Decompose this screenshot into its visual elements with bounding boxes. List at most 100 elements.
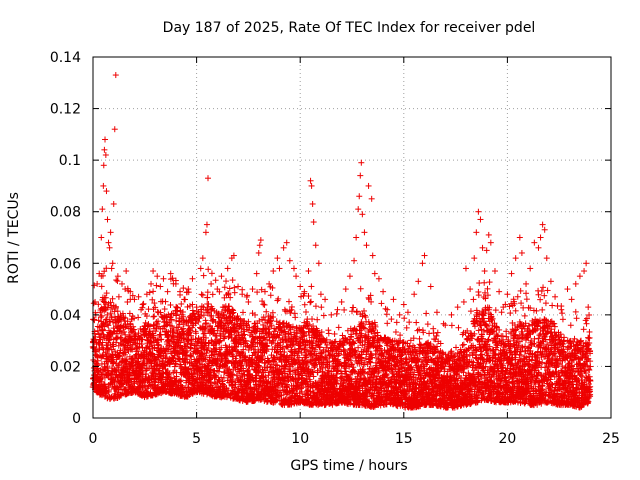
- data-point: [102, 316, 109, 323]
- data-point: [99, 272, 106, 279]
- data-point: [333, 310, 340, 317]
- data-point: [393, 319, 400, 326]
- data-point: [406, 319, 413, 326]
- data-point: [113, 277, 120, 284]
- data-point: [99, 339, 106, 346]
- data-point: [335, 324, 342, 331]
- data-point: [325, 330, 332, 337]
- data-point: [167, 301, 174, 308]
- data-point: [127, 320, 134, 327]
- data-point: [205, 301, 212, 308]
- data-point: [162, 298, 169, 305]
- data-point: [357, 285, 364, 292]
- data-point: [416, 335, 423, 342]
- data-point: [104, 321, 111, 328]
- data-point: [121, 328, 128, 335]
- data-point: [200, 272, 207, 279]
- data-point: [401, 315, 408, 322]
- data-point: [205, 266, 212, 273]
- data-point: [331, 330, 338, 337]
- data-point: [108, 346, 115, 353]
- data-point: [314, 316, 321, 323]
- data-point: [303, 308, 310, 315]
- data-point: [119, 381, 126, 388]
- data-point: [122, 314, 129, 321]
- data-point: [413, 319, 420, 326]
- data-point: [260, 301, 267, 308]
- data-point: [221, 284, 228, 291]
- data-point: [150, 288, 157, 295]
- data-point: [312, 303, 319, 310]
- data-point: [129, 292, 136, 299]
- data-point: [318, 304, 325, 311]
- data-point: [308, 283, 315, 290]
- data-point: [378, 300, 385, 307]
- data-point: [341, 306, 348, 313]
- data-point: [208, 270, 215, 277]
- data-point: [223, 278, 230, 285]
- data-point: [309, 316, 316, 323]
- data-point: [94, 357, 101, 364]
- data-point: [91, 282, 98, 289]
- data-point: [116, 353, 123, 360]
- data-point: [140, 300, 147, 307]
- data-point: [392, 329, 399, 336]
- data-point: [350, 304, 357, 311]
- data-point: [150, 313, 157, 320]
- data-point: [189, 307, 196, 314]
- data-point: [114, 308, 121, 315]
- data-point: [320, 312, 327, 319]
- data-point: [124, 298, 131, 305]
- data-point: [129, 346, 136, 353]
- data-point: [102, 294, 109, 301]
- data-point: [95, 301, 102, 308]
- data-point: [95, 317, 102, 324]
- data-point: [102, 305, 109, 312]
- data-point: [109, 295, 116, 302]
- data-point: [97, 375, 104, 382]
- data-point: [104, 311, 111, 318]
- data-point: [117, 334, 124, 341]
- data-point: [151, 313, 158, 320]
- data-point: [105, 387, 112, 394]
- data-point: [131, 315, 138, 322]
- data-point: [244, 292, 251, 299]
- data-point: [286, 298, 293, 305]
- data-point: [104, 363, 111, 370]
- data-point: [173, 303, 180, 310]
- data-point: [98, 312, 105, 319]
- data-point: [112, 303, 119, 310]
- data-point: [198, 303, 205, 310]
- data-point: [301, 301, 308, 308]
- data-point: [397, 332, 404, 339]
- data-point: [126, 342, 133, 349]
- data-point: [110, 343, 117, 350]
- data-point: [107, 310, 114, 317]
- data-point: [130, 326, 137, 333]
- data-point: [107, 299, 114, 306]
- data-point: [105, 322, 112, 329]
- data-point: [161, 306, 168, 313]
- data-point: [267, 292, 274, 299]
- data-point: [107, 318, 114, 325]
- data-point: [103, 290, 110, 297]
- data-point: [388, 316, 395, 323]
- data-point: [353, 308, 360, 315]
- data-point: [231, 289, 238, 296]
- data-point: [178, 300, 185, 307]
- data-point: [153, 282, 160, 289]
- data-point: [104, 304, 111, 311]
- data-points: [89, 72, 594, 411]
- data-point: [115, 386, 122, 393]
- data-point: [90, 300, 97, 307]
- data-point: [198, 291, 205, 298]
- data-point: [135, 314, 142, 321]
- data-point: [384, 320, 391, 327]
- data-point: [122, 331, 129, 338]
- data-point: [203, 320, 210, 327]
- data-point: [103, 265, 110, 272]
- data-point: [307, 299, 314, 306]
- data-point: [180, 285, 187, 292]
- data-point: [212, 277, 219, 284]
